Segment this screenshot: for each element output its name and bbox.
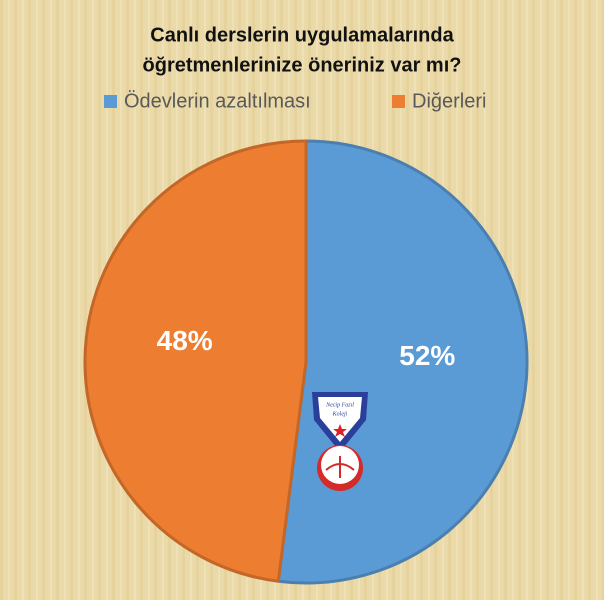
legend-label: Ödevlerin azaltılması: [124, 90, 311, 112]
legend-swatch: [392, 95, 405, 108]
logo-text: Koleji: [332, 411, 348, 417]
logo-book: [325, 456, 355, 478]
legend: Ödevlerin azaltılması Diğerleri: [104, 90, 486, 112]
logo-star: [333, 424, 347, 437]
logo-inner: [318, 397, 362, 442]
pie: 52% 48%: [83, 139, 529, 585]
logo-text: Necip Fazıl: [325, 402, 354, 408]
data-label: 52%: [399, 340, 455, 371]
logo: Necip Fazıl Koleji: [312, 392, 368, 491]
pie-slice: [83, 139, 308, 583]
legend-label: Diğerleri: [412, 90, 486, 112]
legend-swatch: [104, 95, 117, 108]
chart-title: Canlı derslerin uygulamalarında: [150, 24, 454, 46]
chart-title: öğretmenlerinize öneriniz var mı?: [143, 54, 462, 76]
data-label: 48%: [157, 325, 213, 356]
